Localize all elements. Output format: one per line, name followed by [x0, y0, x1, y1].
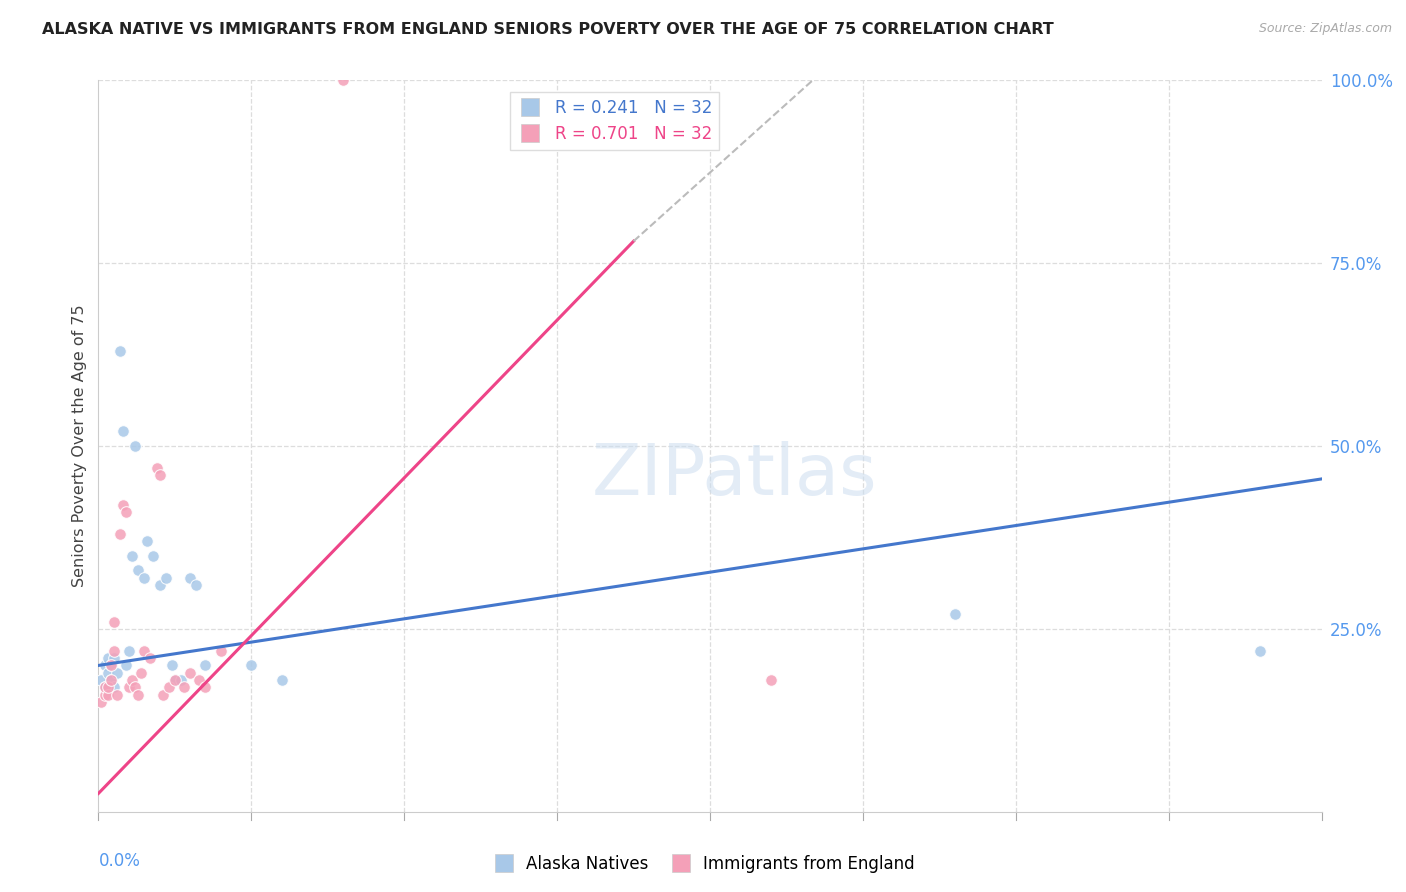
Point — [108, 526, 131, 541]
Point — [160, 658, 183, 673]
Point — [139, 651, 162, 665]
Text: 0.0%: 0.0% — [98, 852, 141, 870]
Point — [194, 658, 217, 673]
Point — [142, 549, 165, 563]
Text: Source: ZipAtlas.com: Source: ZipAtlas.com — [1258, 22, 1392, 36]
Point — [103, 644, 125, 658]
Point — [90, 695, 112, 709]
Point — [270, 673, 292, 687]
Point — [179, 665, 201, 680]
Point — [90, 673, 112, 687]
Point — [129, 665, 152, 680]
Point — [97, 665, 120, 680]
Point — [100, 658, 122, 673]
Point — [118, 681, 141, 695]
Point — [179, 571, 201, 585]
Point — [1249, 644, 1271, 658]
Point — [97, 651, 120, 665]
Point — [115, 658, 138, 673]
Point — [105, 688, 128, 702]
Point — [149, 578, 172, 592]
Point — [157, 681, 180, 695]
Point — [97, 688, 120, 702]
Point — [93, 681, 115, 695]
Point — [127, 563, 149, 577]
Point — [108, 343, 131, 358]
Point — [163, 673, 186, 687]
Point — [97, 681, 120, 695]
Point — [118, 644, 141, 658]
Y-axis label: Seniors Poverty Over the Age of 75: Seniors Poverty Over the Age of 75 — [72, 305, 87, 587]
Point — [145, 461, 167, 475]
Point — [111, 425, 134, 439]
Legend: Alaska Natives, Immigrants from England: Alaska Natives, Immigrants from England — [484, 848, 922, 880]
Point — [149, 468, 172, 483]
Point — [121, 549, 143, 563]
Point — [103, 615, 125, 629]
Point — [115, 505, 138, 519]
Point — [163, 673, 186, 687]
Point — [93, 688, 115, 702]
Point — [759, 673, 782, 687]
Text: ALASKA NATIVE VS IMMIGRANTS FROM ENGLAND SENIORS POVERTY OVER THE AGE OF 75 CORR: ALASKA NATIVE VS IMMIGRANTS FROM ENGLAND… — [42, 22, 1054, 37]
Legend: R = 0.241   N = 32, R = 0.701   N = 32: R = 0.241 N = 32, R = 0.701 N = 32 — [510, 92, 720, 150]
Point — [127, 688, 149, 702]
Point — [136, 534, 159, 549]
Point — [173, 681, 195, 695]
Point — [124, 681, 146, 695]
Point — [170, 673, 193, 687]
Point — [240, 658, 263, 673]
Point — [155, 571, 177, 585]
Point — [103, 681, 125, 695]
Point — [194, 681, 217, 695]
Point — [100, 673, 122, 687]
Point — [152, 688, 174, 702]
Point — [121, 673, 143, 687]
Point — [943, 607, 966, 622]
Point — [188, 673, 211, 687]
Point — [186, 578, 208, 592]
Point — [332, 73, 354, 87]
Point — [103, 651, 125, 665]
Point — [111, 498, 134, 512]
Point — [100, 658, 122, 673]
Point — [93, 681, 115, 695]
Point — [209, 644, 232, 658]
Point — [134, 571, 156, 585]
Text: ZIPatlas: ZIPatlas — [592, 441, 877, 509]
Point — [100, 673, 122, 687]
Point — [105, 665, 128, 680]
Point — [124, 439, 146, 453]
Point — [134, 644, 156, 658]
Point — [93, 658, 115, 673]
